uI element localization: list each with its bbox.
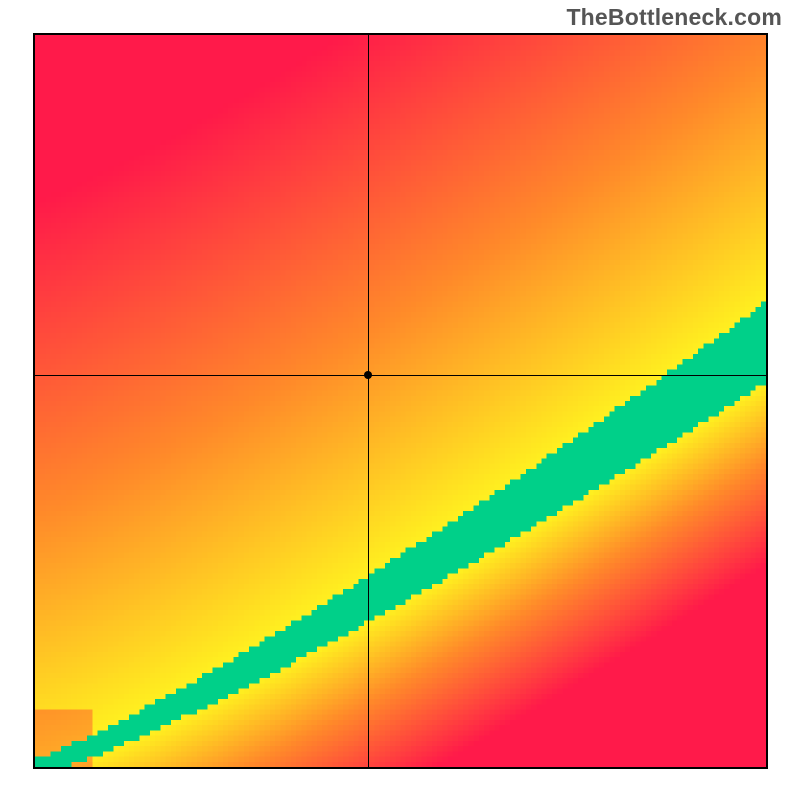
crosshair-marker	[364, 371, 372, 379]
heatmap-plot-area	[33, 33, 768, 769]
crosshair-vertical	[368, 35, 369, 767]
crosshair-horizontal	[35, 375, 766, 376]
attribution-text: TheBottleneck.com	[566, 4, 782, 31]
heatmap-canvas	[35, 35, 766, 767]
